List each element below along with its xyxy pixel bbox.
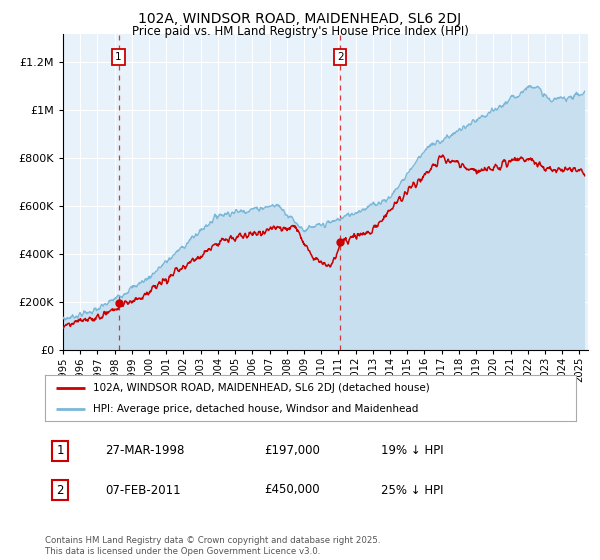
Text: 102A, WINDSOR ROAD, MAIDENHEAD, SL6 2DJ: 102A, WINDSOR ROAD, MAIDENHEAD, SL6 2DJ bbox=[139, 12, 461, 26]
Text: 27-MAR-1998: 27-MAR-1998 bbox=[105, 444, 184, 458]
Text: 102A, WINDSOR ROAD, MAIDENHEAD, SL6 2DJ (detached house): 102A, WINDSOR ROAD, MAIDENHEAD, SL6 2DJ … bbox=[93, 382, 430, 393]
Text: 2: 2 bbox=[337, 52, 343, 62]
Text: 07-FEB-2011: 07-FEB-2011 bbox=[105, 483, 181, 497]
Text: 1: 1 bbox=[56, 444, 64, 458]
Text: 19% ↓ HPI: 19% ↓ HPI bbox=[381, 444, 443, 458]
Text: £197,000: £197,000 bbox=[264, 444, 320, 458]
Text: 1: 1 bbox=[115, 52, 122, 62]
Text: £450,000: £450,000 bbox=[264, 483, 320, 497]
Text: HPI: Average price, detached house, Windsor and Maidenhead: HPI: Average price, detached house, Wind… bbox=[93, 404, 418, 414]
Text: 2: 2 bbox=[56, 483, 64, 497]
Text: Price paid vs. HM Land Registry's House Price Index (HPI): Price paid vs. HM Land Registry's House … bbox=[131, 25, 469, 38]
Text: Contains HM Land Registry data © Crown copyright and database right 2025.
This d: Contains HM Land Registry data © Crown c… bbox=[45, 536, 380, 556]
Text: 25% ↓ HPI: 25% ↓ HPI bbox=[381, 483, 443, 497]
